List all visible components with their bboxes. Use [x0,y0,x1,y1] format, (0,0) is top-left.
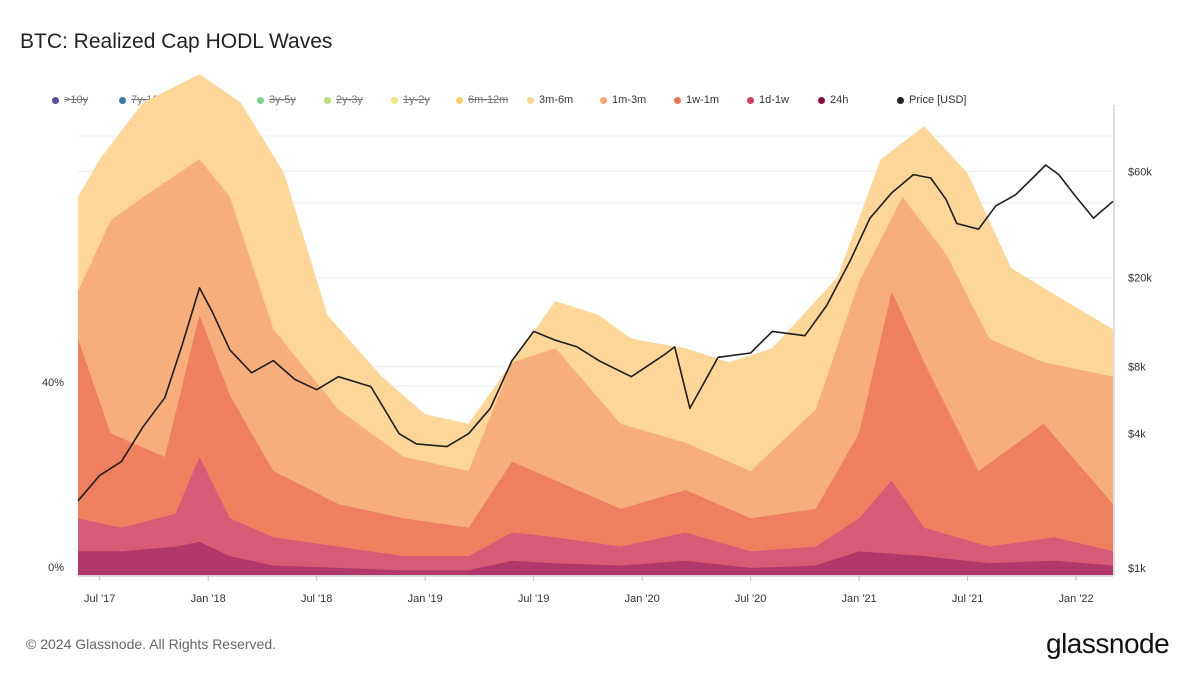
legend-item--10y[interactable]: >10y [52,93,88,107]
x-tick-label: Jul '20 [735,593,766,605]
legend-label: 1m-3m [612,94,647,106]
legend-dot-icon [818,96,825,104]
legend-label: 3m-6m [539,94,574,106]
legend-item-3y-5y[interactable]: 3y-5y [257,93,296,107]
legend-dot-icon [456,96,463,104]
legend-label: 3y-5y [269,94,296,106]
legend-label: 1y-2y [403,94,430,106]
x-tick-label: Jan '18 [191,593,226,605]
x-tick-label: Jul '17 [84,593,115,605]
y-left-tick-label: 40% [42,377,64,389]
price-line [77,164,1114,502]
legend-item-3m-6m[interactable]: 3m-6m [527,93,573,107]
x-tick-label: Jan '21 [842,593,877,605]
x-tick-label: Jul '18 [301,593,332,605]
legend-label: 6m-12m [468,94,509,106]
y-right-tick-label: $4k [1128,429,1146,441]
legend-dot-icon [897,96,904,104]
legend-dot-icon [119,96,126,104]
legend-label: 1d-1w [759,94,789,106]
legend-item-1y-2y[interactable]: 1y-2y [391,93,430,107]
x-tick-label: Jan '20 [625,593,660,605]
legend-dot-icon [391,96,398,104]
legend-label: Price [USD] [909,94,967,106]
legend-label: >10y [64,94,89,106]
area-1d-1w [78,456,1113,575]
chart-legend: >10y7y-10y5y-7y3y-5y2y-3y1y-2y6m-12m3m-6… [52,93,1032,107]
legend-dot-icon [600,96,607,104]
legend-item-2y-3y[interactable]: 2y-3y [324,93,363,107]
y-right-tick-label: $8k [1128,362,1146,374]
area-1w-1m [78,291,1113,575]
glassnode-logo[interactable]: glassnode [1046,628,1170,659]
chart-title: BTC: Realized Cap HODL Waves [20,30,333,53]
legend-item-price-usd-[interactable]: Price [USD] [897,93,966,107]
y-right-tick-label: $1k [1128,563,1146,575]
legend-item-1d-1w[interactable]: 1d-1w [747,93,789,107]
y-right-tick-label: $60k [1128,166,1152,178]
x-tick-label: Jul '19 [518,593,549,605]
area-24h [78,541,1113,575]
x-tick-label: Jul '21 [952,593,983,605]
x-tick-label: Jan '22 [1059,593,1094,605]
y-right-tick-label: $20k [1128,273,1152,285]
x-tick-label: Jan '19 [408,593,443,605]
legend-item-1w-1m[interactable]: 1w-1m [674,93,719,107]
legend-dot-icon [257,96,264,104]
legend-dot-icon [324,96,331,104]
legend-dot-icon [674,96,681,104]
legend-label: 2y-3y [336,94,363,106]
legend-dot-icon [747,96,754,104]
area-series [78,74,1113,575]
legend-dot-icon [52,96,59,104]
legend-item-1m-3m[interactable]: 1m-3m [600,93,646,107]
y-left-tick-label: 0% [48,562,64,574]
legend-label: 24h [830,94,849,106]
axes: Jul '17 Jan '18 Jul '18 Jan '19 Jul '19 Jan '… [42,105,1152,605]
legend-dot-icon [527,96,534,104]
price-series [77,164,1114,502]
legend-label: 1w-1m [686,94,720,106]
copyright-footer: © 2024 Glassnode. All Rights Reserved. [26,636,277,652]
legend-item-24h[interactable]: 24h [818,93,848,107]
legend-item-6m-12m[interactable]: 6m-12m [456,93,508,107]
